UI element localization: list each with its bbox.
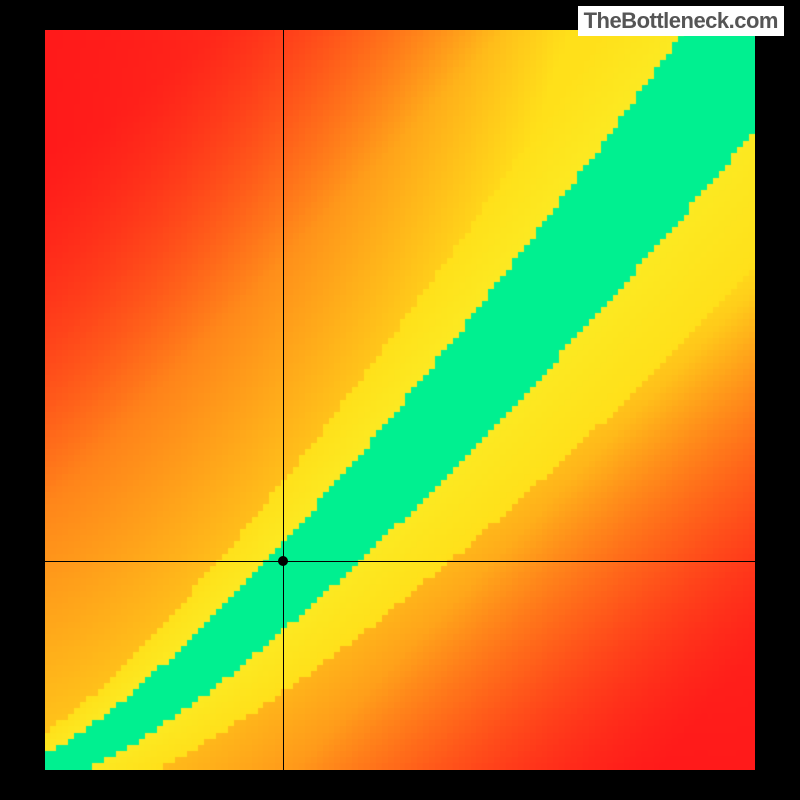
bottleneck-heatmap <box>45 30 755 770</box>
watermark-label: TheBottleneck.com <box>578 6 784 36</box>
crosshair-vertical <box>283 30 284 770</box>
crosshair-horizontal <box>45 561 755 562</box>
plot-area <box>45 30 755 770</box>
crosshair-marker-dot <box>278 556 288 566</box>
